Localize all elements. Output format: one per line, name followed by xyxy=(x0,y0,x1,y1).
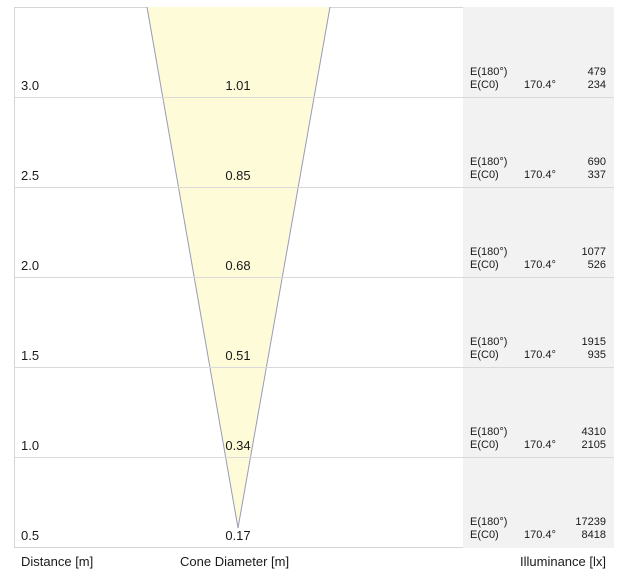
distance-value: 2.5 xyxy=(21,168,40,183)
ec0-angle: 170.4° xyxy=(524,169,556,181)
ec0-label: E(C0) xyxy=(470,439,499,451)
e180-label: E(180°) xyxy=(470,516,508,528)
ec0-label: E(C0) xyxy=(470,169,499,181)
ec0-value: 337 xyxy=(587,169,606,181)
ec0-value: 2105 xyxy=(581,439,606,451)
row-divider xyxy=(14,457,614,458)
e180-label: E(180°) xyxy=(470,156,508,168)
ec0-value: 526 xyxy=(587,259,606,271)
ec0-angle: 170.4° xyxy=(524,79,556,91)
e180-value: 4310 xyxy=(581,426,606,438)
ec0-angle: 170.4° xyxy=(524,439,556,451)
ec0-label: E(C0) xyxy=(470,79,499,91)
ec0-angle: 170.4° xyxy=(524,529,556,541)
distance-value: 0.5 xyxy=(21,528,40,543)
e180-value: 479 xyxy=(587,66,606,78)
ec0-label: E(C0) xyxy=(470,529,499,541)
e180-label: E(180°) xyxy=(470,426,508,438)
e180-label: E(180°) xyxy=(470,66,508,78)
illuminance-axis-label: Illuminance [lx] xyxy=(520,554,606,569)
cone-diameter-axis-label: Cone Diameter [m] xyxy=(180,554,290,569)
ec0-label: E(C0) xyxy=(470,349,499,361)
ec0-label: E(C0) xyxy=(470,259,499,271)
cone-edge-left xyxy=(146,6,239,529)
distance-value: 2.0 xyxy=(21,258,40,273)
ec0-value: 8418 xyxy=(581,529,606,541)
distance-axis-label: Distance [m] xyxy=(21,554,94,569)
e180-value: 690 xyxy=(587,156,606,168)
ec0-value: 935 xyxy=(587,349,606,361)
ec0-value: 234 xyxy=(587,79,606,91)
e180-value: 17239 xyxy=(575,516,606,528)
distance-value: 1.5 xyxy=(21,348,40,363)
row-divider xyxy=(14,97,614,98)
cone-diameter-value: 0.17 xyxy=(225,528,251,543)
distance-value: 3.0 xyxy=(21,78,40,93)
ec0-angle: 170.4° xyxy=(524,259,556,271)
ec0-angle: 170.4° xyxy=(524,349,556,361)
cone-diameter-value: 0.68 xyxy=(225,258,251,273)
e180-value: 1077 xyxy=(581,246,606,258)
cone-edge-right xyxy=(237,6,331,529)
e180-label: E(180°) xyxy=(470,246,508,258)
cone-diameter-value: 0.85 xyxy=(225,168,251,183)
cone-diameter-value: 0.34 xyxy=(225,438,251,453)
row-divider xyxy=(14,367,614,368)
cone-diameter-value: 1.01 xyxy=(225,78,251,93)
row-divider xyxy=(14,277,614,278)
row-divider xyxy=(14,187,614,188)
cone-shape xyxy=(147,7,330,528)
cone-diameter-value: 0.51 xyxy=(225,348,251,363)
distance-value: 1.0 xyxy=(21,438,40,453)
e180-value: 1915 xyxy=(581,336,606,348)
e180-label: E(180°) xyxy=(470,336,508,348)
